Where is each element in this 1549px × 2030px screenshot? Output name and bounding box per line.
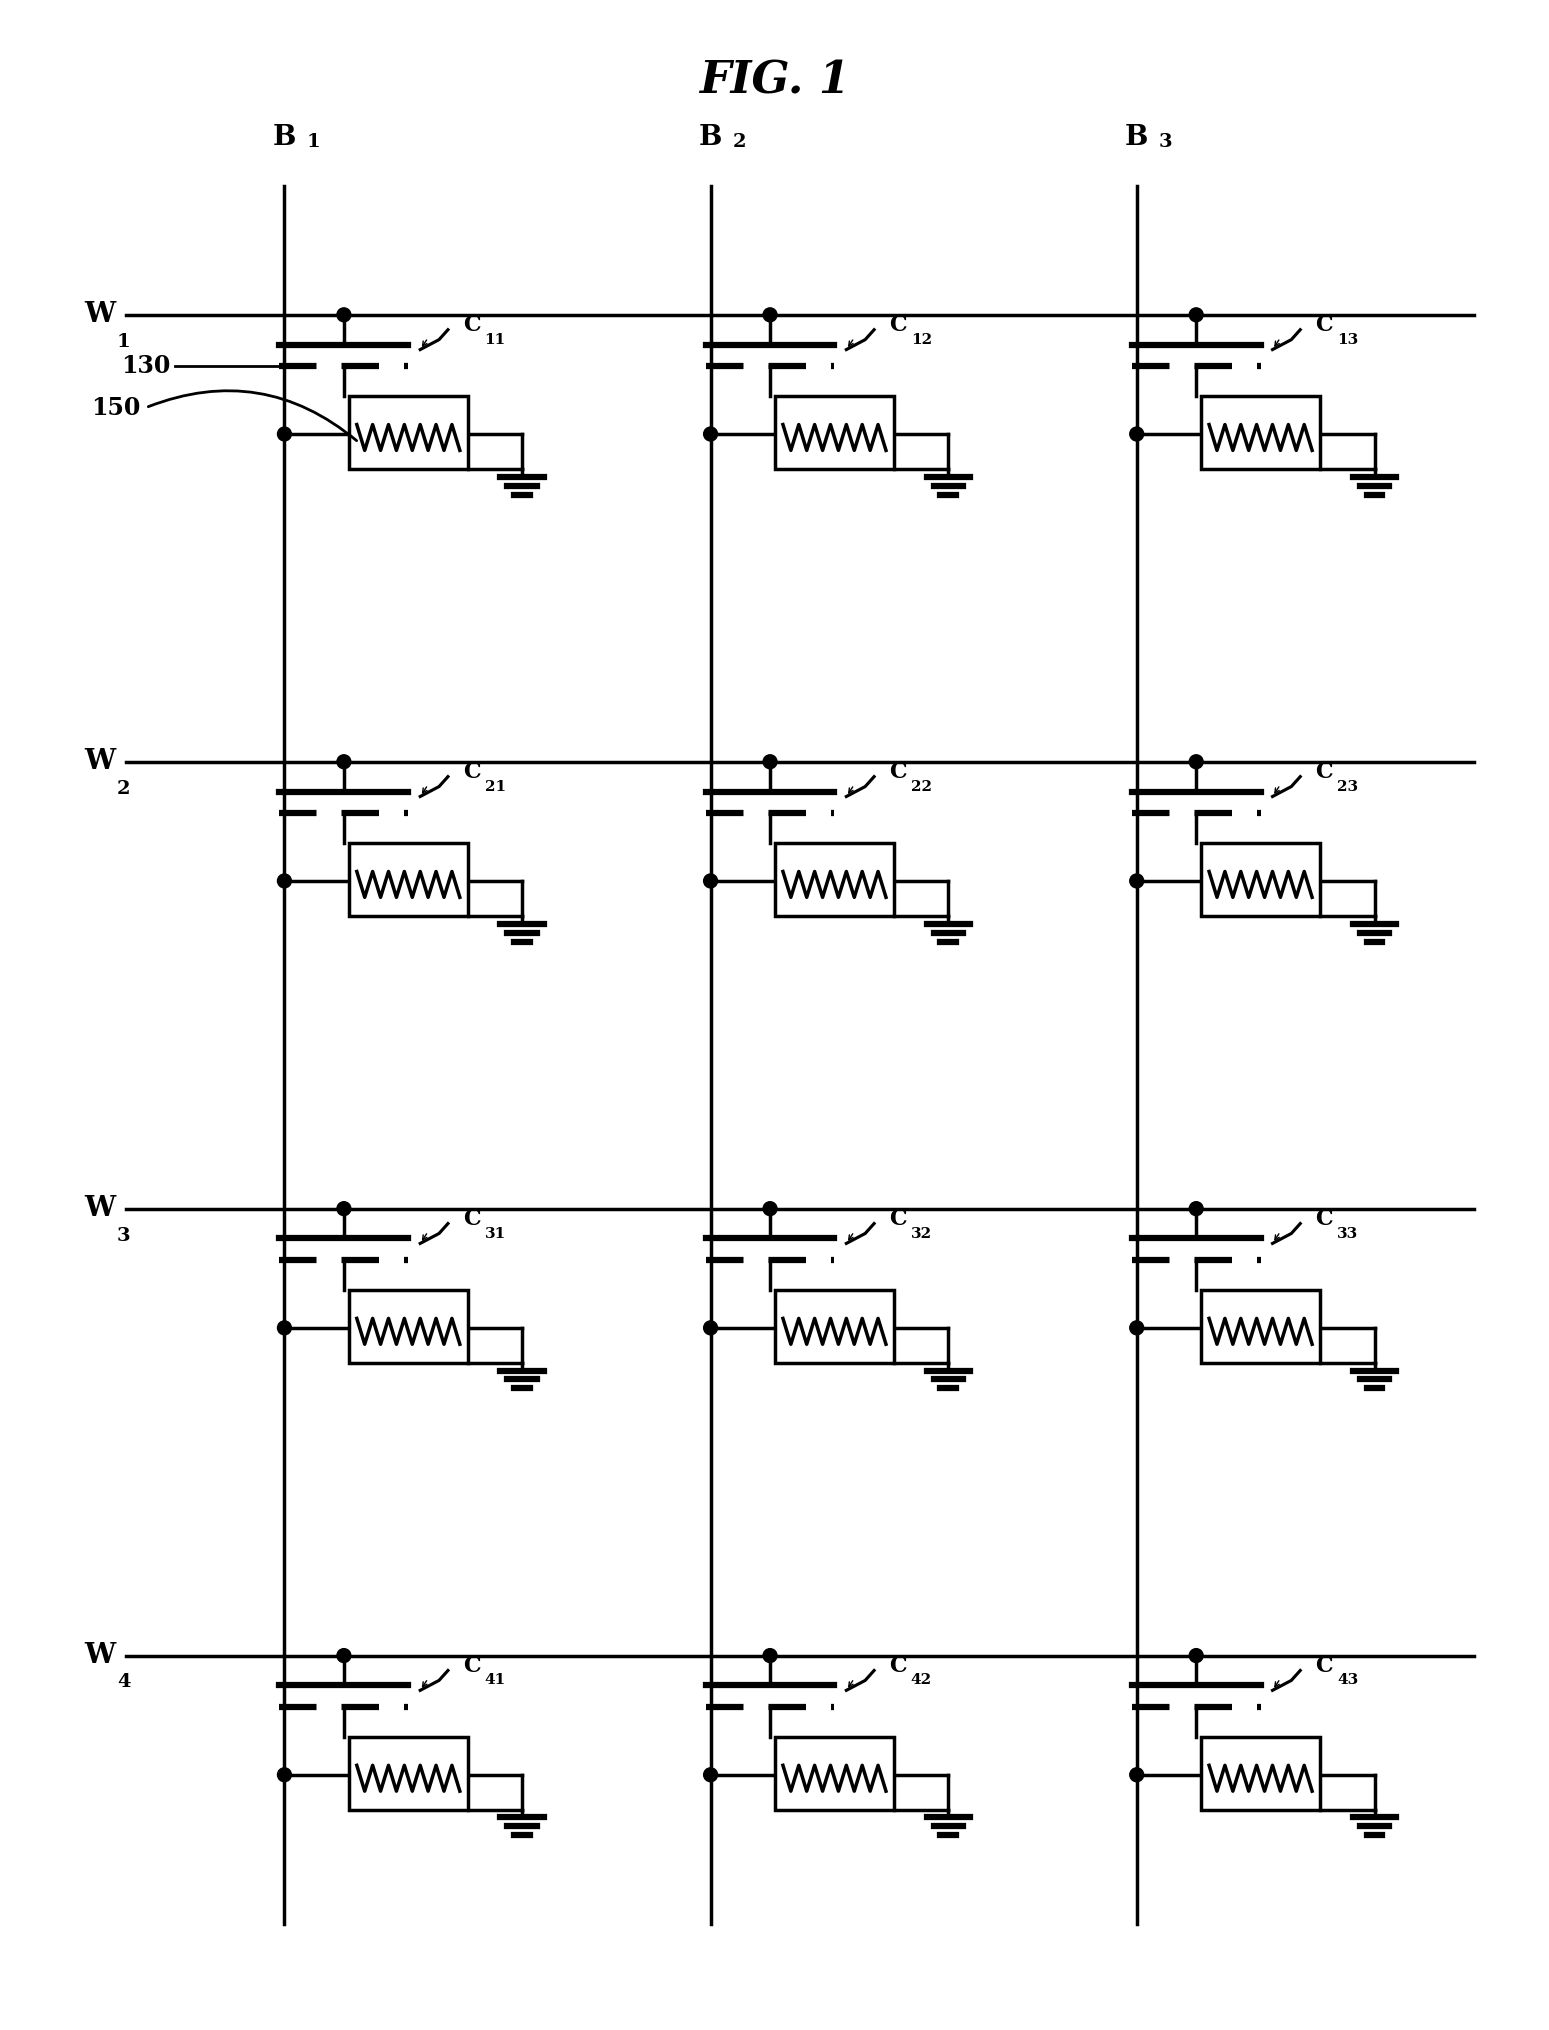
Text: 33: 33 [1337,1226,1358,1240]
Text: 3: 3 [116,1226,130,1244]
Text: FIG. 1: FIG. 1 [699,61,849,104]
Text: C: C [463,315,480,335]
Circle shape [703,1322,717,1336]
Bar [774,396,894,469]
Text: B: B [273,124,296,150]
Bar [349,396,468,469]
Text: 32: 32 [911,1226,932,1240]
Text: B: B [1125,124,1148,150]
Circle shape [1129,875,1143,887]
Text: C: C [889,315,906,335]
Text: 31: 31 [485,1226,507,1240]
Bar [774,1291,894,1362]
Text: W: W [85,749,116,775]
Circle shape [338,755,350,769]
Circle shape [1190,1202,1204,1216]
Text: C: C [889,1654,906,1677]
Bar [1200,842,1320,916]
Text: C: C [463,1654,480,1677]
Text: 11: 11 [485,333,507,347]
Circle shape [277,426,291,441]
Text: B: B [699,124,722,150]
Text: 22: 22 [911,780,932,794]
Text: C: C [1315,315,1332,335]
Text: 41: 41 [485,1673,507,1687]
Circle shape [764,755,778,769]
Text: C: C [889,761,906,784]
Text: C: C [889,1208,906,1230]
Text: C: C [463,761,480,784]
Text: C: C [1315,1208,1332,1230]
Text: 130: 130 [121,355,170,378]
Text: 42: 42 [911,1673,932,1687]
Text: 4: 4 [116,1673,130,1691]
Circle shape [1129,1768,1143,1782]
Text: W: W [85,1642,116,1669]
Text: C: C [463,1208,480,1230]
Circle shape [764,309,778,323]
Text: 2: 2 [116,780,130,798]
Circle shape [703,875,717,887]
Text: W: W [85,1196,116,1222]
Text: C: C [1315,761,1332,784]
Circle shape [338,1202,350,1216]
Text: 3: 3 [1159,132,1173,150]
Circle shape [764,1648,778,1663]
Text: 12: 12 [911,333,932,347]
Bar [1200,1291,1320,1362]
Circle shape [1129,1322,1143,1336]
Bar [1200,396,1320,469]
Circle shape [1190,309,1204,323]
Circle shape [1190,1648,1204,1663]
Circle shape [338,309,350,323]
Circle shape [1190,755,1204,769]
Text: 2: 2 [733,132,747,150]
Circle shape [277,875,291,887]
Circle shape [277,1768,291,1782]
Bar [774,842,894,916]
Text: 21: 21 [485,780,505,794]
Text: 23: 23 [1337,780,1358,794]
Bar [349,1738,468,1809]
Text: 43: 43 [1337,1673,1358,1687]
Text: 1: 1 [116,333,130,351]
Bar [349,1291,468,1362]
Circle shape [338,1648,350,1663]
Text: W: W [85,300,116,329]
Text: 13: 13 [1337,333,1358,347]
Circle shape [1129,426,1143,441]
Bar [774,1738,894,1809]
Circle shape [703,1768,717,1782]
Bar [1200,1738,1320,1809]
Circle shape [764,1202,778,1216]
Circle shape [703,426,717,441]
Text: C: C [1315,1654,1332,1677]
Circle shape [277,1322,291,1336]
Text: 1: 1 [307,132,321,150]
Bar [349,842,468,916]
Text: 150: 150 [91,396,141,420]
